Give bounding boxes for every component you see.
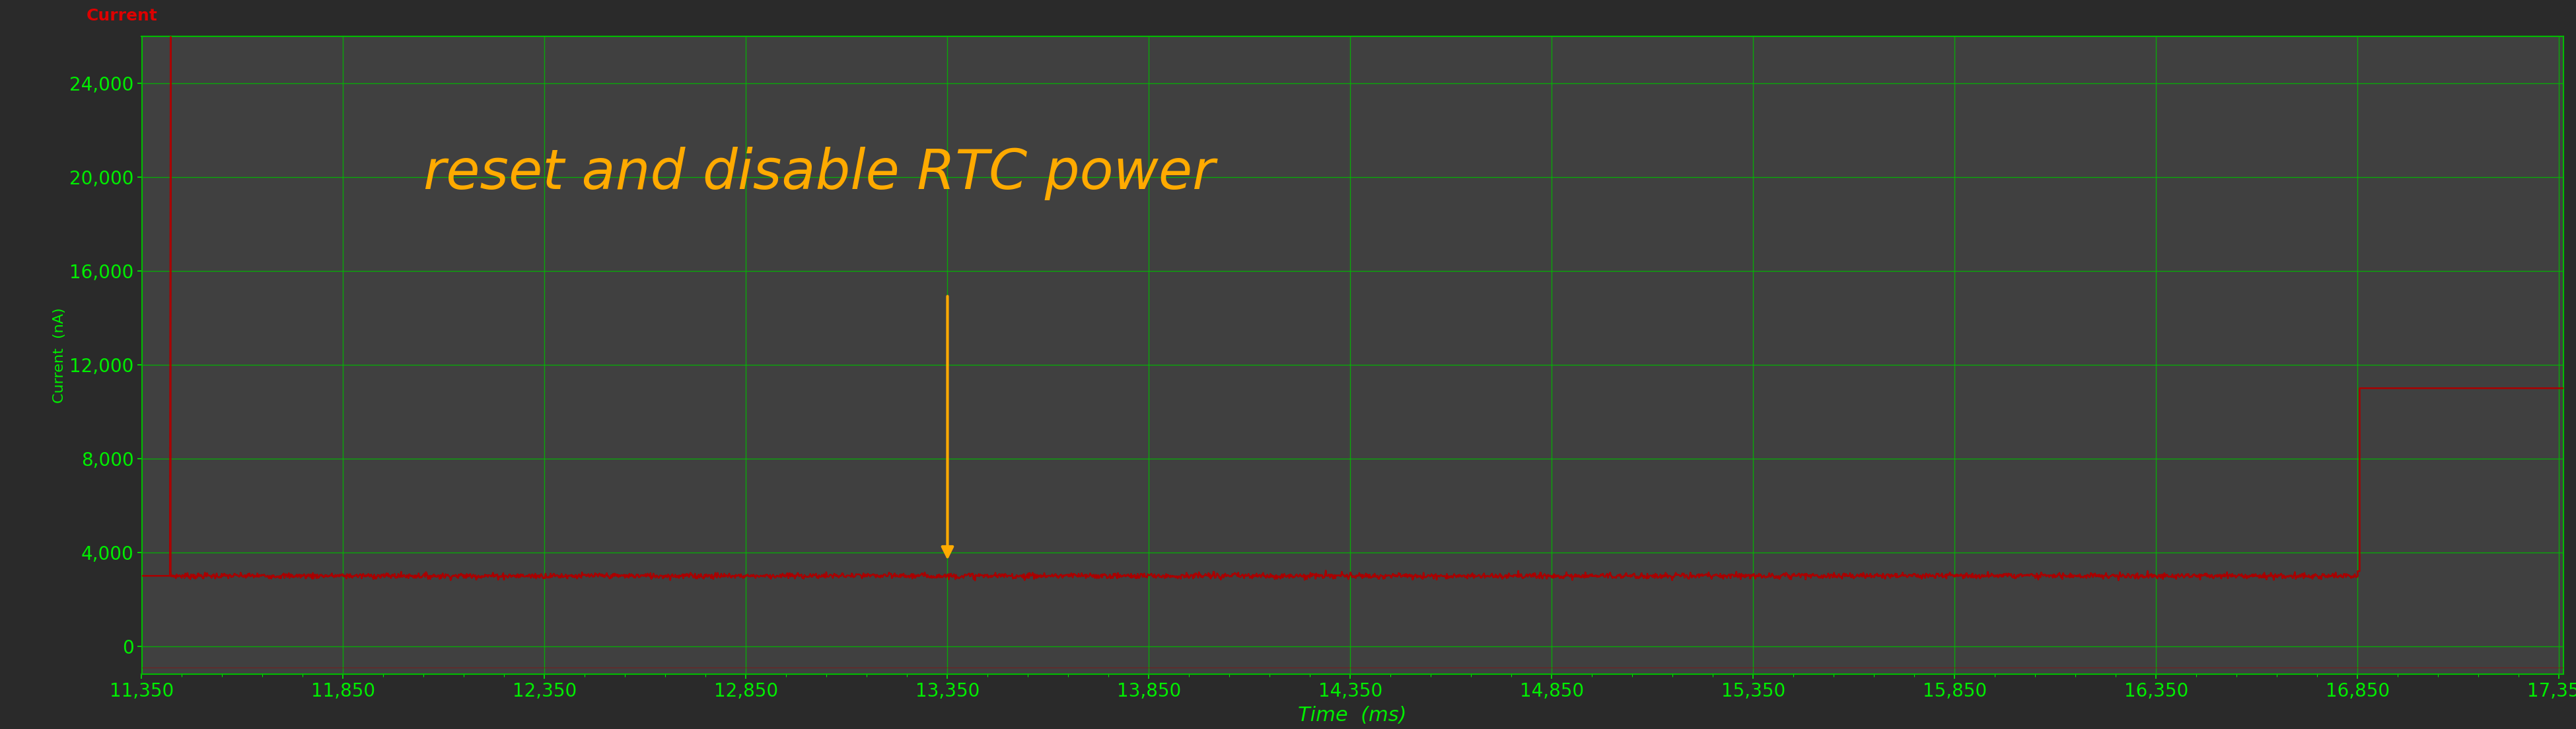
Text: reset and disable RTC power: reset and disable RTC power: [422, 147, 1216, 200]
X-axis label: Time  (ms): Time (ms): [1298, 706, 1406, 725]
Y-axis label: Current  (nA): Current (nA): [52, 308, 67, 403]
Text: Current: Current: [85, 8, 157, 23]
